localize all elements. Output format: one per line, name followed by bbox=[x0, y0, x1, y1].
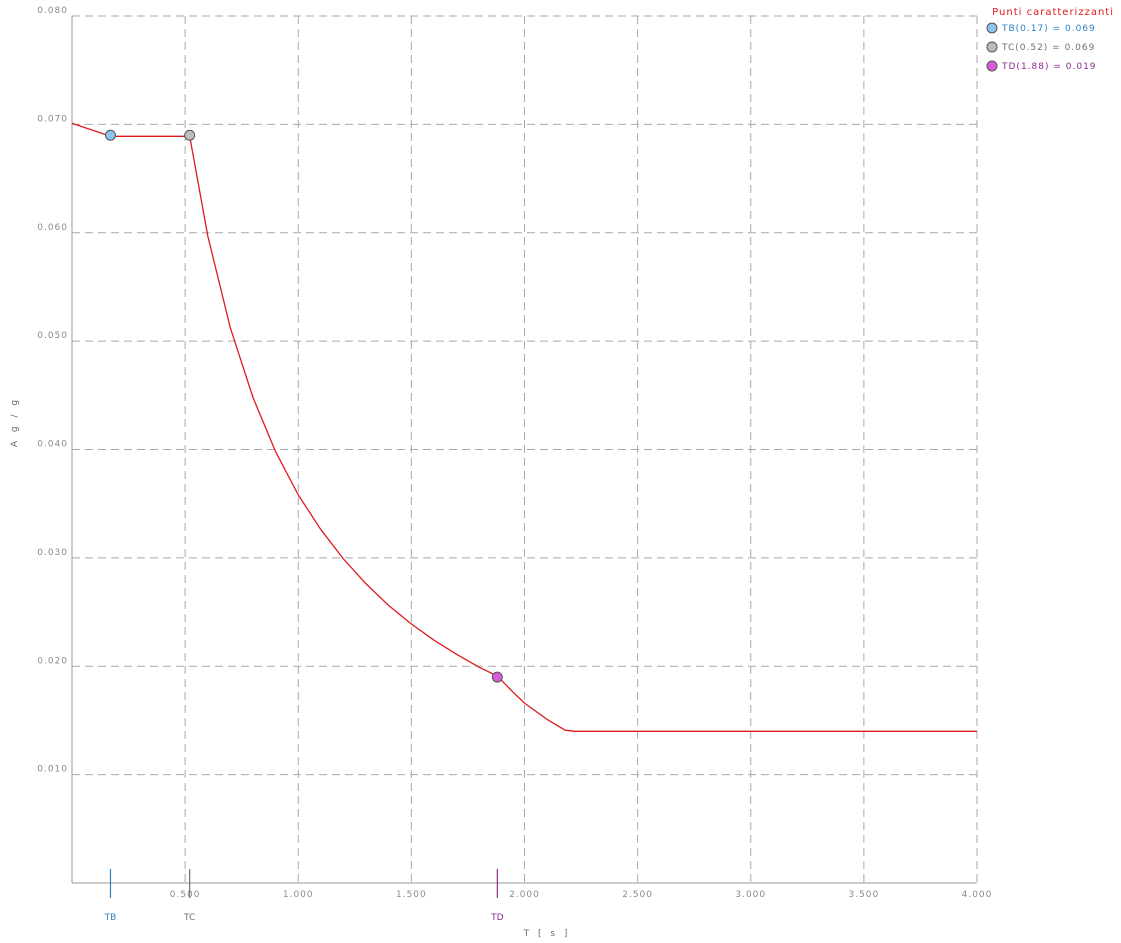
marker-tb-label: TB bbox=[104, 913, 117, 923]
y-tick-label: 0.030 bbox=[37, 548, 68, 558]
y-tick-label: 0.050 bbox=[37, 331, 68, 341]
series bbox=[71, 122, 977, 732]
legend-swatch-tb bbox=[986, 22, 998, 34]
legend-entry-tb: TB(0.17) = 0.069 bbox=[1001, 24, 1096, 34]
y-tick-label: 0.060 bbox=[37, 223, 68, 233]
tick-labels: 0.500 1.000 1.500 2.000 2.500 3.000 3.500 4.000… bbox=[37, 6, 993, 900]
point-td bbox=[491, 671, 503, 683]
legend-title: Punti caratterizzanti bbox=[992, 7, 1114, 18]
x-tick-label: 0.500 bbox=[170, 890, 201, 900]
characteristic-points bbox=[104, 129, 503, 683]
legend: Punti caratterizzanti TB(0.17) = 0.069 TC… bbox=[986, 7, 1114, 72]
y-tick-label: 0.010 bbox=[37, 765, 68, 775]
x-tick-label: 2.500 bbox=[622, 890, 653, 900]
x-tick-label: 1.000 bbox=[283, 890, 314, 900]
legend-swatch-tc bbox=[986, 41, 998, 53]
x-tick-label: 4.000 bbox=[962, 890, 993, 900]
axes bbox=[71, 16, 977, 884]
characteristic-markers: TB TC TD bbox=[104, 869, 504, 923]
point-tb bbox=[104, 129, 116, 141]
x-tick-label: 3.000 bbox=[735, 890, 766, 900]
x-tick-label: 3.500 bbox=[848, 890, 879, 900]
grid bbox=[72, 15, 978, 883]
legend-entry-td: TD(1.88) = 0.019 bbox=[1001, 62, 1097, 72]
y-tick-label: 0.070 bbox=[37, 114, 68, 124]
y-tick-label: 0.080 bbox=[37, 6, 68, 16]
x-tick-label: 2.000 bbox=[509, 890, 540, 900]
spectrum-line bbox=[71, 122, 977, 732]
y-axis-title: A g / g bbox=[10, 397, 20, 447]
point-tc bbox=[184, 129, 196, 141]
y-tick-label: 0.020 bbox=[37, 656, 68, 666]
marker-tc-label: TC bbox=[183, 913, 195, 923]
legend-swatch-td bbox=[986, 60, 998, 72]
y-tick-label: 0.040 bbox=[37, 440, 68, 450]
x-tick-label: 1.500 bbox=[396, 890, 427, 900]
legend-entry-tc: TC(0.52) = 0.069 bbox=[1001, 43, 1095, 53]
x-axis-title: T [ s ] bbox=[523, 929, 571, 939]
marker-td-label: TD bbox=[490, 913, 503, 923]
